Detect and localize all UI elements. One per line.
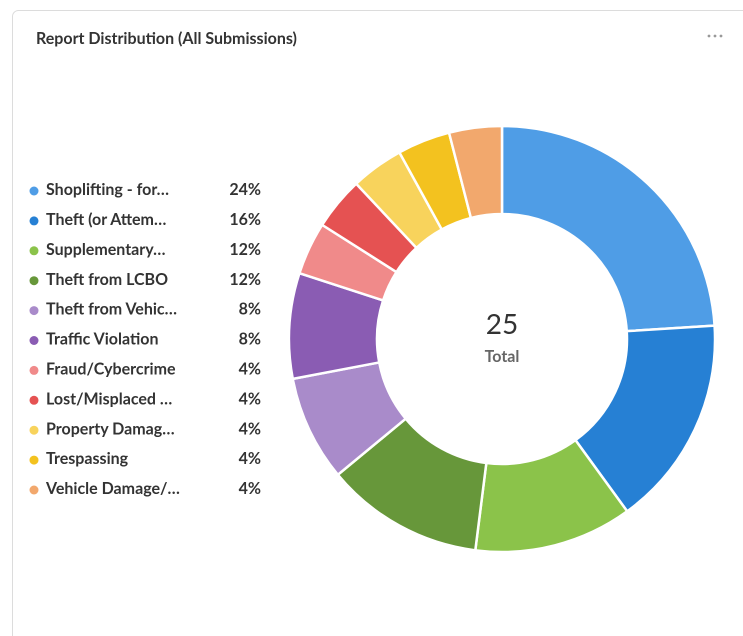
- legend-label: Property Damag…: [46, 419, 175, 438]
- legend-value: 8%: [239, 330, 261, 349]
- legend-swatch: [29, 455, 39, 465]
- legend-value: 4%: [239, 360, 261, 379]
- legend-value: 8%: [239, 300, 261, 319]
- legend-value: 24%: [229, 180, 261, 199]
- legend-swatch: [29, 365, 39, 375]
- legend-label: Trespassing: [46, 449, 129, 468]
- legend-label: Theft (or Attem…: [46, 210, 166, 229]
- legend-value: 4%: [239, 479, 261, 498]
- legend-value: 4%: [239, 449, 261, 468]
- legend-label: Theft from Vehic…: [46, 300, 177, 319]
- legend-label: Lost/Misplaced …: [46, 389, 172, 408]
- legend-swatch: [29, 336, 39, 345]
- donut-slice: [500, 124, 716, 333]
- legend-value: 12%: [229, 270, 261, 289]
- chart-title: Report Distribution (All Submissions): [36, 29, 297, 48]
- legend-value: 16%: [229, 210, 261, 229]
- total-value: 25: [486, 306, 518, 340]
- donut-slice: [447, 124, 504, 220]
- legend-swatch: [29, 276, 39, 286]
- legend-swatch: [29, 246, 39, 256]
- total-label: Total: [485, 347, 520, 366]
- legend-value: 4%: [239, 419, 261, 438]
- legend-swatch: [29, 485, 39, 495]
- legend-swatch: [29, 425, 39, 435]
- legend-value: 4%: [239, 389, 261, 408]
- legend-label: Supplementary…: [46, 240, 165, 259]
- legend-value: 12%: [229, 240, 261, 259]
- legend-swatch: [29, 216, 39, 226]
- menu-button[interactable]: [707, 34, 723, 38]
- legend-label: Shoplifting - for…: [46, 180, 169, 199]
- legend-swatch: [29, 306, 39, 316]
- legend-label: Traffic Violation: [46, 330, 158, 349]
- legend-swatch: [29, 395, 39, 405]
- legend-label: Vehicle Damage/…: [45, 479, 180, 498]
- legend-label: Theft from LCBO: [46, 270, 168, 289]
- legend-swatch: [29, 186, 39, 196]
- legend-label: Fraud/Cybercrime: [46, 360, 176, 379]
